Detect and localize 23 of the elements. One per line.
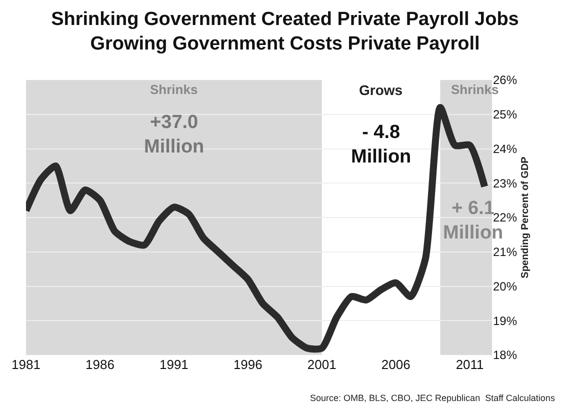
x-tick-label: 2001 [307, 357, 336, 372]
y-axis-title: Spending Percent of GDP [520, 156, 531, 278]
y-tick-label: 22% [493, 210, 518, 225]
y-tick-label: 25% [493, 108, 518, 122]
y-tick-label: 23% [493, 176, 518, 190]
annotation: +37.0 Million [144, 112, 204, 158]
source-note: Source: OMB, BLS, CBO, JEC Republican Staff Calculations [310, 393, 556, 403]
annotation: - 4.8 Million [351, 122, 412, 168]
chart-title: Shrinking Government Created Private Payroll Jobs Growing Government Costs Private Payroll [51, 9, 519, 55]
y-tick-label: 20% [493, 279, 518, 294]
y-tick-label: 21% [493, 245, 518, 260]
y-tick-label: 24% [493, 142, 518, 156]
y-tick-label: 18% [493, 348, 518, 362]
x-tick-label: 2006 [381, 357, 410, 372]
annotation: Grows [359, 82, 403, 98]
x-tick-label: 1981 [12, 357, 40, 372]
y-tick-label: 26% [493, 73, 518, 88]
band-label: Shrinks [150, 82, 198, 97]
x-tick-label: 1986 [86, 357, 114, 372]
x-tick-label: 1991 [159, 357, 188, 372]
y-tick-label: 19% [493, 314, 518, 328]
x-tick-label: 2011 [456, 357, 484, 372]
x-tick-label: 1996 [233, 357, 262, 372]
